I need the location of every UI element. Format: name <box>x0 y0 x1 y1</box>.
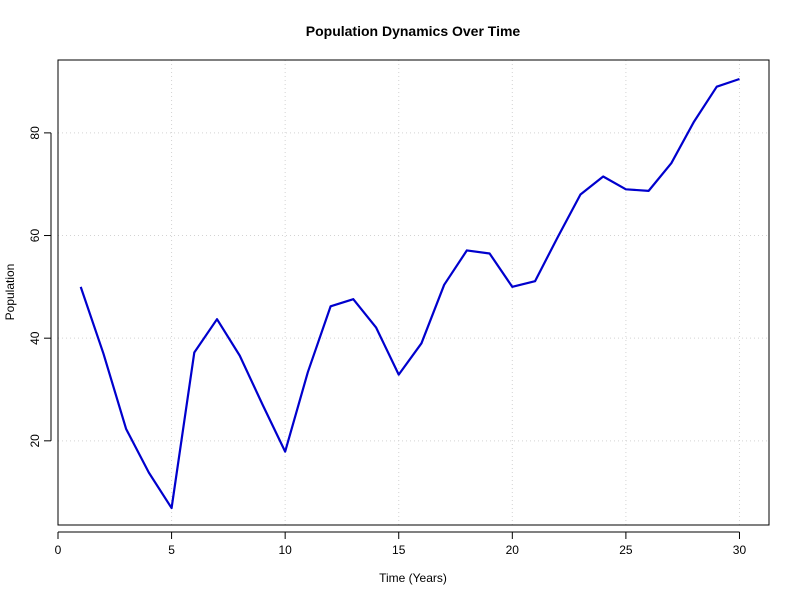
x-axis: 0 5 10 15 20 25 30 <box>55 531 747 557</box>
grid-layer <box>58 60 769 525</box>
x-tick-label: 20 <box>506 543 520 557</box>
series-line <box>79 77 740 510</box>
x-tick-label: 15 <box>392 543 406 557</box>
y-axis-label: Population <box>3 264 17 321</box>
x-tick-label: 0 <box>55 543 62 557</box>
x-tick-label: 25 <box>619 543 633 557</box>
series-layer <box>79 77 740 510</box>
y-axis: 20 40 60 80 <box>28 126 52 448</box>
x-tick-label: 5 <box>168 543 175 557</box>
plot-area-border <box>57 59 770 526</box>
y-tick-label: 80 <box>28 126 42 140</box>
y-tick-label: 20 <box>28 434 42 448</box>
x-axis-label: Time (Years) <box>379 571 447 585</box>
y-tick-label: 60 <box>28 229 42 243</box>
y-tick-label: 40 <box>28 331 42 345</box>
x-tick-label: 10 <box>278 543 292 557</box>
chart-title: Population Dynamics Over Time <box>306 23 521 39</box>
x-tick-label: 30 <box>733 543 747 557</box>
